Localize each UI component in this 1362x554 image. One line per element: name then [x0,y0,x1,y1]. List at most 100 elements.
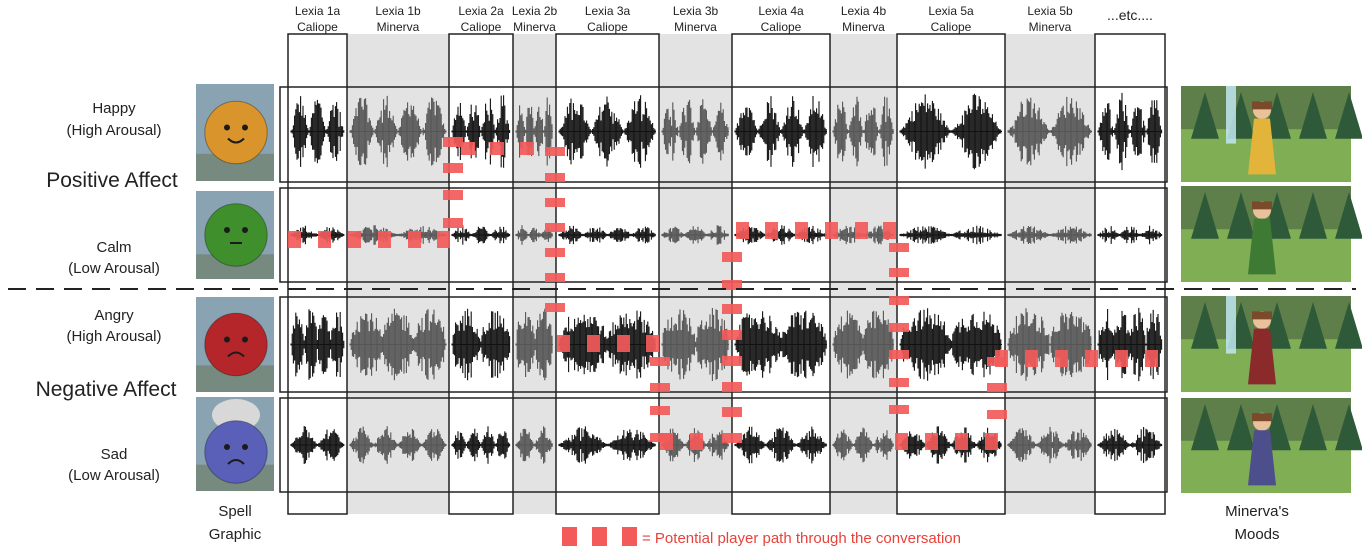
column-header-lexia: Lexia 5b [1027,4,1073,18]
mood-scene-pine [1299,302,1327,349]
column-header-lexia: Lexia 2a [458,4,504,18]
mood-scene-pine [1191,404,1219,451]
mood-scene-pine [1227,404,1255,451]
path-dash [443,218,463,228]
path-dash [443,190,463,200]
legend-dash [592,527,607,546]
column-header-speaker: Minerva [513,20,556,34]
moods-caption-line1: Minerva's [1225,503,1289,520]
path-dash [889,405,909,414]
emotion-row-frame [279,397,1168,493]
legend: = Potential player path through the conv… [562,527,961,547]
column-header-speaker: Caliope [461,20,502,34]
spell-eye [224,124,230,131]
path-dash [545,223,565,232]
moods-caption-line2: Moods [1234,526,1279,543]
path-dash [955,433,968,450]
path-dash [889,378,909,387]
path-dash [617,335,630,352]
spell-orb [204,203,268,267]
mood-scene-pine [1191,302,1219,349]
column-header-speaker: Caliope [931,20,972,34]
row-labels: Happy (High Arousal) Calm (Low Arousal) Angr… [66,100,161,484]
minerva-mood-images [1181,86,1362,493]
cell-frames [287,33,1166,515]
column-header-speaker: Minerva [377,20,420,34]
spell-cloud [212,399,260,431]
path-dash [646,335,659,352]
path-dash [995,350,1008,367]
path-dash [722,433,742,443]
column-header-lexia: Lexia 3a [585,4,631,18]
path-dash [408,231,421,248]
mood-scene-pine [1299,192,1327,239]
path-dash [318,231,331,248]
path-dash [987,410,1007,419]
mood-scene-waterfall [1226,296,1236,354]
column-header-lexia: Lexia 4b [841,4,887,18]
spell-eye [224,336,230,343]
mood-scene-pine [1335,404,1362,451]
spell-caption-line1: Spell [218,503,251,520]
mood-scene-waterfall [1226,86,1236,144]
spell-eye [242,336,248,343]
column-header-etc: ...etc.... [1107,7,1153,23]
path-dash [722,356,742,366]
path-dash [660,433,673,450]
minerva-dress [1248,118,1276,175]
column-header-lexia: Lexia 2b [512,4,558,18]
row-label-arousal: (Low Arousal) [68,260,160,277]
mood-scene-pine [1335,92,1362,139]
spell-orb [204,312,268,377]
path-dash [545,248,565,257]
path-dash [545,147,565,156]
path-dash [378,231,391,248]
mood-scene-pine [1299,92,1327,139]
legend-dash [562,527,577,546]
column-header-lexia: Lexia 1b [375,4,421,18]
path-dash [1055,350,1068,367]
path-dash [855,222,868,239]
column-header-speaker: Caliope [761,20,802,34]
path-dash [348,231,361,248]
path-dash [650,357,670,366]
path-dash [722,330,742,340]
caliope-column-frame [448,33,514,515]
path-dash [722,407,742,417]
spell-mouth [227,137,245,144]
mood-scene-pine [1191,92,1219,139]
path-dash [490,142,504,155]
path-dash [736,222,749,239]
column-header-speaker: Caliope [297,20,338,34]
legend-text: = Potential player path through the conv… [642,530,961,547]
path-dash [883,222,896,239]
emotion-row-frame [279,86,1168,183]
mood-scene-pine [1335,302,1362,349]
spell-eye [242,227,248,233]
path-dash [795,222,808,239]
path-dash [1085,350,1098,367]
path-dash [1025,350,1038,367]
mood-scene-pine [1299,404,1327,451]
minerva-hair [1252,413,1272,422]
path-dash [925,433,938,450]
column-headers: Lexia 1a Caliope Lexia 1b Minerva Lexia 2a Ca… [295,4,1153,34]
path-dash [889,350,909,359]
spell-mouth [227,351,245,358]
path-dash [650,406,670,415]
column-header-speaker: Minerva [1029,20,1072,34]
minerva-dress [1248,218,1276,275]
path-dash [520,142,534,155]
row-label-arousal: (High Arousal) [66,122,161,139]
path-dash [461,142,475,155]
minerva-hair [1252,201,1272,210]
spell-eye [224,444,230,450]
player-path [288,137,1158,450]
mood-scene-pine [1227,192,1255,239]
path-dash [987,383,1007,392]
column-header-speaker: Minerva [674,20,717,34]
path-dash [1145,350,1158,367]
path-dash [545,303,565,312]
positive-affect-label: Positive Affect [46,169,178,192]
